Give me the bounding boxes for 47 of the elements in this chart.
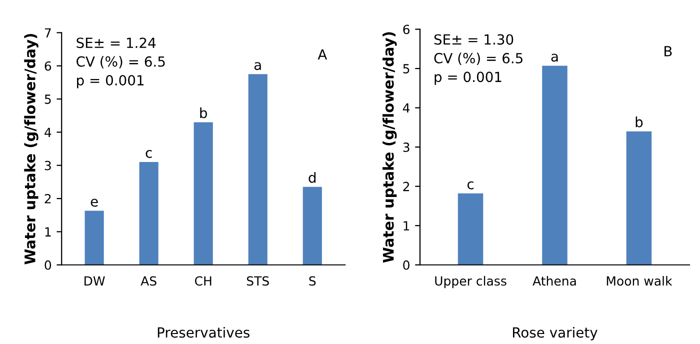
x-tick-label: DW (84, 276, 105, 286)
x-tick-label: AS (140, 276, 156, 286)
annotation: c (146, 150, 152, 158)
bar (542, 66, 568, 265)
annotation: b (636, 116, 643, 128)
annotation: c (467, 181, 474, 190)
bar (626, 131, 652, 265)
annotation: A (318, 49, 328, 60)
annotation: e (90, 198, 98, 207)
annotation: B (664, 46, 672, 56)
y-tick-label: 4 (44, 128, 52, 137)
annotation: SE± = 1.24 CV (%) = 6.5 p = 0.001 (76, 38, 165, 88)
y-tick-label: 3 (44, 160, 51, 170)
y-tick-label: 6 (44, 61, 52, 71)
x-tick-label: Moon walk (606, 276, 672, 286)
y-tick-label: 0 (44, 260, 52, 270)
bar (139, 162, 158, 265)
x-tick-label: Upper class (435, 276, 506, 288)
y-tick-label: 2 (403, 182, 410, 192)
x-axis-title: Rose variety (513, 326, 598, 340)
annotation: a (551, 54, 558, 62)
y-tick-label: 5 (403, 64, 410, 74)
annotation: SE± = 1.30 CV (%) = 6.5 p = 0.001 (434, 34, 522, 85)
y-axis-title: Water uptake (g/flower/day) (382, 32, 397, 263)
x-axis-title: Preservatives (158, 326, 250, 338)
bar (84, 210, 104, 265)
annotation: a (254, 62, 261, 70)
annotation: d (308, 172, 316, 183)
bar (194, 122, 213, 265)
x-tick-label: Athena (532, 276, 576, 286)
y-axis-title: Water uptake (g/flower/day) (24, 34, 38, 264)
bar (302, 186, 322, 265)
y-tick-label: 2 (44, 194, 51, 204)
bar (458, 193, 484, 265)
y-tick-label: 0 (403, 260, 410, 270)
x-tick-label: S (309, 276, 316, 286)
y-tick-label: 1 (404, 221, 410, 230)
y-tick-label: 5 (44, 94, 51, 104)
annotation: b (200, 107, 207, 118)
bar (248, 74, 268, 265)
x-tick-label: CH (194, 276, 212, 286)
y-tick-label: 7 (44, 28, 51, 38)
y-tick-label: 1 (45, 227, 51, 236)
x-tick-label: STS (246, 276, 269, 286)
y-tick-label: 4 (402, 103, 410, 113)
y-tick-label: 6 (403, 24, 410, 34)
y-tick-label: 3 (403, 142, 410, 152)
